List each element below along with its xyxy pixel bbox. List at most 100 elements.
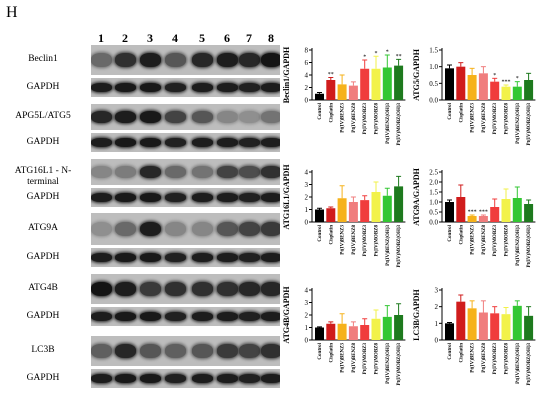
- blot-band: [238, 344, 260, 358]
- bar: [394, 315, 404, 340]
- bar: [524, 315, 534, 340]
- lane-number: 4: [172, 31, 178, 45]
- bar: [501, 314, 511, 340]
- y-tick-label: 1.5: [429, 47, 438, 55]
- bar: [445, 202, 454, 222]
- blot-band: [216, 83, 238, 92]
- blot-band: [114, 53, 136, 67]
- blot-band: [114, 166, 136, 178]
- bar: [467, 216, 477, 222]
- blot-band: [139, 166, 161, 178]
- blot-band: [139, 138, 161, 147]
- x-tick-label: Cisplatin: [329, 103, 334, 123]
- blot-band: [260, 374, 280, 383]
- blot-image: [91, 369, 280, 388]
- bar: [501, 199, 511, 222]
- blot-label: GAPDH: [26, 136, 60, 147]
- y-tick-label: 3: [305, 181, 309, 189]
- x-tick-label: Cisplatin: [329, 225, 334, 245]
- bar: [490, 81, 500, 100]
- blot-band: [191, 253, 213, 262]
- y-tick-label: 0: [305, 97, 309, 105]
- blot-band: [260, 111, 280, 123]
- x-tick-label: Cisplatin: [459, 343, 464, 363]
- blot-band: [164, 138, 186, 147]
- x-tick-label: Pt(IV)MOBZ3: [363, 225, 368, 257]
- blot-label: GAPDH: [26, 191, 60, 202]
- x-tick-label: Pt(IV)MOBZ3: [493, 343, 498, 375]
- blot-band: [238, 221, 260, 237]
- bar: [524, 204, 534, 222]
- bar: [360, 325, 370, 340]
- blot-band: [114, 344, 136, 358]
- x-tick-label: Pt(IV)BENZ(OH)3: [516, 225, 521, 266]
- x-tick-label: Control: [318, 102, 323, 119]
- blot-band: [191, 111, 213, 123]
- y-tick-label: 2: [305, 312, 309, 320]
- x-tick-label: Pt(IV)MOBZ8: [505, 343, 510, 375]
- x-tick-label: Cisplatin: [329, 343, 334, 363]
- lane-number: 6: [224, 31, 230, 45]
- blot-band: [216, 166, 238, 178]
- blot-band: [191, 193, 213, 202]
- blot-band: [191, 138, 213, 147]
- panel-letter: H: [6, 4, 18, 21]
- y-tick-label: 1.0: [429, 63, 438, 71]
- blot-band: [238, 111, 260, 123]
- blot-band: [260, 221, 280, 237]
- bar-chart: ATG4B/GAPDH 0 1 2 3 4 Control Cisplatin Pt(IV)BE…: [282, 286, 406, 386]
- blot-band: [216, 111, 238, 123]
- significance-mark: *: [516, 76, 519, 82]
- y-tick-label: 2.0: [429, 179, 438, 187]
- x-tick-label: Pt(IV)MOBZ3: [363, 103, 368, 135]
- blot-band: [114, 111, 136, 123]
- bar: [445, 68, 454, 100]
- x-tick-label: Pt(IV)BENZ3: [341, 103, 346, 133]
- x-tick-label: Pt(IV)BENZ(OH)3: [516, 103, 521, 144]
- blot-band: [164, 83, 186, 92]
- x-tick-label: Pt(IV)MOBZ(OH)3: [397, 103, 402, 146]
- bar: [524, 80, 534, 100]
- blot-band: [114, 312, 136, 321]
- bar: [348, 326, 358, 340]
- significance-mark: *: [386, 50, 389, 56]
- blot-band: [216, 282, 238, 296]
- x-tick-label: Pt(IV)MOBZ8: [375, 343, 380, 375]
- lane-number: 2: [122, 31, 128, 45]
- bar: [371, 68, 381, 100]
- blot-band: [260, 282, 280, 296]
- blot-band: [164, 53, 186, 67]
- blot-band: [91, 193, 112, 202]
- x-tick-label: Pt(IV)MOBZ3: [363, 343, 368, 375]
- y-tick-label: 1: [305, 206, 309, 214]
- bar: [512, 86, 522, 100]
- bar: [394, 186, 404, 222]
- blot-band: [191, 282, 213, 296]
- significance-mark: ***: [479, 210, 488, 216]
- y-tick-label: 0.5: [429, 80, 438, 88]
- bar: [512, 198, 522, 222]
- bar: [478, 312, 488, 340]
- blot-band: [260, 344, 280, 358]
- x-tick-label: Pt(IV)BENZ8: [482, 103, 487, 133]
- blot-band: [191, 83, 213, 92]
- blot-image: [91, 307, 280, 326]
- bar-chart: ATG9A/GAPDH 0.0 0.5 1.0 1.5 2.0 2.5 Control Cisp…: [412, 167, 536, 268]
- blot-band: [164, 193, 186, 202]
- blot-label: ATG4B: [28, 283, 58, 293]
- y-tick-label: 0.0: [429, 219, 438, 227]
- blot-band: [238, 253, 260, 262]
- lane-number: 1: [98, 31, 104, 45]
- y-tick-label: 6: [305, 59, 309, 67]
- blot-image: [91, 336, 280, 366]
- y-tick-label: 2.5: [429, 169, 438, 177]
- blot-band: [191, 312, 213, 321]
- lane-number: 8: [268, 31, 274, 45]
- blot-band: [216, 53, 238, 67]
- bar: [456, 301, 466, 340]
- bar: [478, 73, 488, 100]
- blot-band: [139, 221, 161, 237]
- y-axis-label: ATG9A/GAPDH: [412, 167, 421, 225]
- x-tick-label: Pt(IV)BENZ(OH)3: [386, 343, 391, 384]
